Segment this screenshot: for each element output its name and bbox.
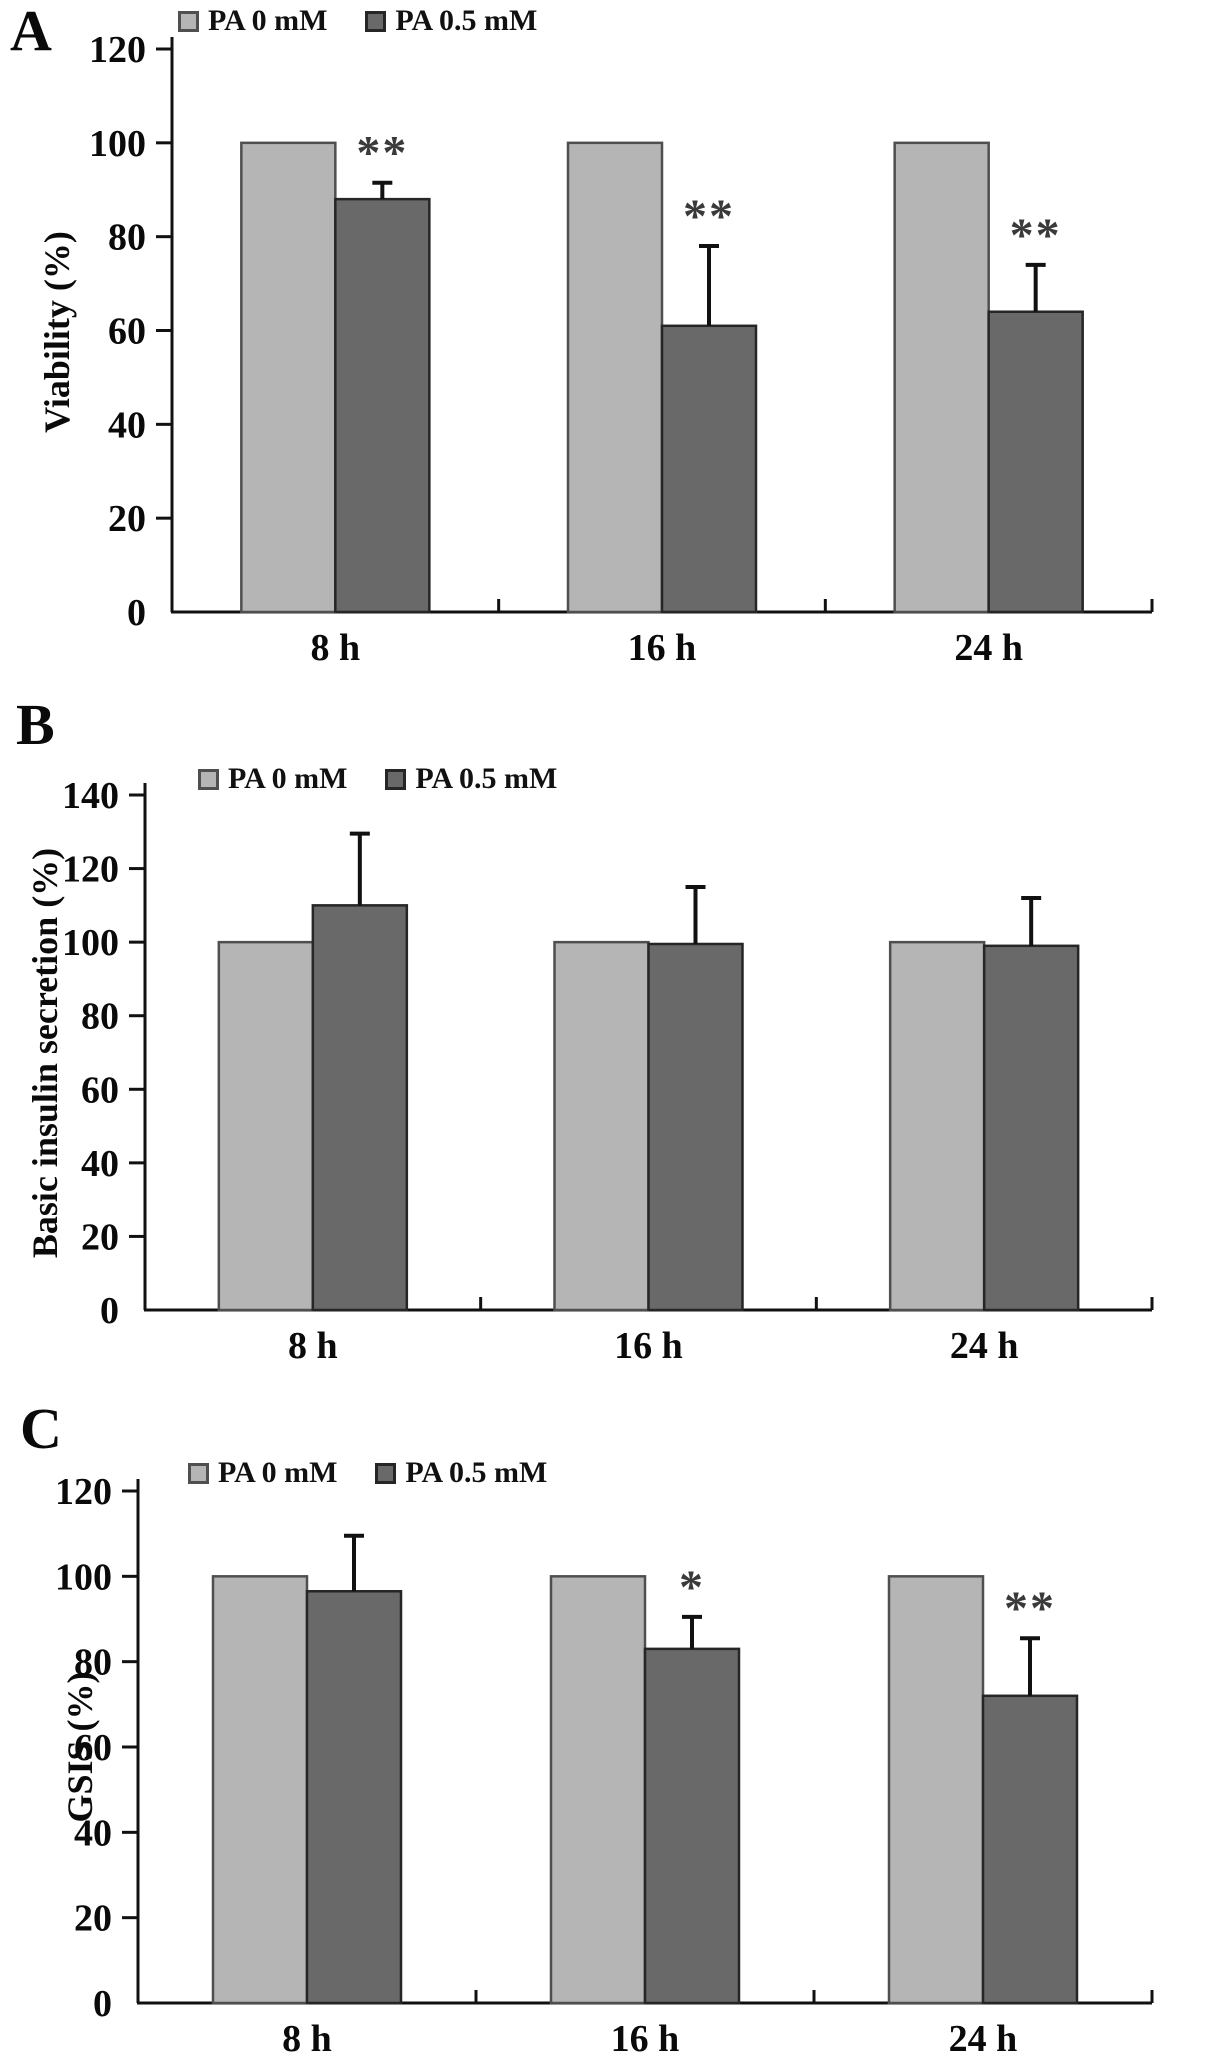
y-tick-label: 140 [62,775,119,817]
bar-pa-0-5-mm-16h [643,1647,741,2005]
legend-item-pa-0mm: PA 0 mM [188,1456,337,1490]
panel-b: B PA 0 mM PA 0.5 mM Basic insulin secret… [0,688,1205,1376]
legend-item-pa-0mm: PA 0 mM [178,4,327,38]
y-tick-label: 120 [62,849,119,891]
bar-chart-gsis: 0 20 40 60 80 100 120 8 h * 16 h ** 24 h [55,1471,1154,2060]
legend-label-pa-05mm: PA 0.5 mM [405,1456,548,1489]
y-tick-label: 120 [89,29,146,71]
y-tick-label: 80 [74,1642,112,1684]
bar-pa-0-mm-24h [893,141,990,614]
x-category-label: 8 h [282,2018,332,2060]
y-tick-label: 20 [74,1898,112,1940]
legend-label-pa-05mm: PA 0.5 mM [415,762,558,795]
x-category-label: 16 h [628,627,697,669]
legend-swatch-pa-05mm [385,768,407,790]
panel-label-b: B [16,692,55,757]
bar-pa-0-mm-8h [240,141,337,614]
panel-a: A PA 0 mM PA 0.5 mM Viability (%) 0 20 40 6… [0,0,1205,688]
bar-pa-0-5-mm-8h [311,904,409,1312]
bar-pa-0-5-mm-16h [660,324,758,614]
panel-c: C PA 0 mM PA 0.5 mM GSIS (%) 0 20 40 60 80 10… [0,1376,1205,2064]
legend-item-pa-05mm: PA 0.5 mM [365,4,537,38]
significance-star: ** [1004,1582,1056,1635]
x-category-label: 24 h [949,2018,1018,2060]
panel-label-a: A [10,0,52,63]
legend-label-pa-05mm: PA 0.5 mM [395,4,538,37]
bar-pa-0-5-mm-8h [334,197,431,614]
y-tick-label: 100 [62,922,119,964]
bar-pa-0-5-mm-8h [305,1590,403,2005]
legend-label-pa-0mm: PA 0 mM [218,1456,338,1489]
y-tick-label: 60 [74,1727,112,1769]
legend-swatch-pa-0mm [188,1462,209,1484]
y-tick-label: 40 [81,1143,119,1185]
y-tick-label: 60 [108,311,146,353]
bar-chart-basic-insulin-secretion: 0 20 40 60 80 100 120 140 8 h 16 h 24 h [62,775,1154,1367]
x-category-label: 16 h [614,1325,683,1367]
significance-star: ** [1010,209,1062,262]
y-tick-label: 80 [81,996,119,1038]
significance-star: * [679,1561,705,1614]
bar-pa-0-mm-16h [549,1575,647,2005]
y-tick-label: 20 [108,498,146,540]
legend-swatch-pa-05mm [375,1462,397,1484]
legend-a: PA 0 mM PA 0.5 mM [178,4,537,38]
legend-item-pa-05mm: PA 0.5 mM [385,762,557,796]
significance-star: ** [356,127,408,180]
bar-pa-0-mm-24h [888,940,986,1312]
panel-label-c: C [20,1396,62,1461]
y-tick-label: 40 [108,404,146,446]
y-tick-label: 100 [55,1556,112,1598]
y-tick-label: 40 [74,1812,112,1854]
legend-label-pa-0mm: PA 0 mM [228,762,348,795]
y-tick-label: 20 [81,1216,119,1258]
bar-pa-0-mm-24h [887,1575,985,2005]
x-category-label: 24 h [950,1325,1019,1367]
y-tick-label: 120 [55,1471,112,1513]
x-category-label: 16 h [611,2018,680,2060]
x-category-label: 24 h [954,627,1023,669]
y-tick-label: 0 [93,1983,112,2025]
y-tick-label: 100 [89,123,146,165]
x-category-label: 8 h [288,1325,338,1367]
bar-chart-viability: 0 20 40 60 80 100 120 ** 8 h ** 16 h ** 24 h [89,29,1154,669]
y-tick-label: 60 [81,1069,119,1111]
bar-pa-0-mm-16h [553,940,650,1312]
legend-swatch-pa-05mm [365,10,387,32]
legend-swatch-pa-0mm [198,768,219,790]
bar-pa-0-5-mm-24h [982,944,1080,1312]
legend-item-pa-05mm: PA 0.5 mM [375,1456,547,1490]
significance-star: ** [683,190,735,243]
legend-c: PA 0 mM PA 0.5 mM [188,1456,547,1490]
y-tick-label: 0 [127,592,146,634]
legend-label-pa-0mm: PA 0 mM [208,4,328,37]
x-category-label: 8 h [311,627,361,669]
y-tick-label: 80 [108,217,146,259]
bar-pa-0-5-mm-24h [981,1694,1079,2005]
bar-pa-0-5-mm-16h [647,942,744,1312]
y-tick-label: 0 [100,1290,119,1332]
bar-pa-0-mm-8h [211,1575,309,2005]
bar-pa-0-5-mm-24h [987,310,1084,614]
bar-pa-0-mm-16h [566,141,664,614]
legend-swatch-pa-0mm [178,10,199,32]
legend-b: PA 0 mM PA 0.5 mM [198,762,557,796]
bar-pa-0-mm-8h [217,940,315,1312]
legend-item-pa-0mm: PA 0 mM [198,762,347,796]
